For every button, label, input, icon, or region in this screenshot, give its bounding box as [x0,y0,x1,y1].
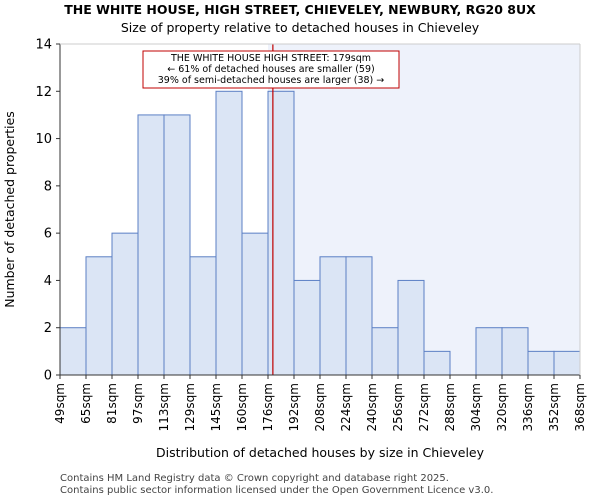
x-tick-label: 81sqm [105,383,119,424]
x-tick-label: 256sqm [391,383,405,431]
y-tick-label: 2 [44,321,52,336]
x-tick-label: 304sqm [469,383,483,431]
bar-208sqm [319,256,347,376]
x-tick-label: 368sqm [573,383,587,431]
x-tick-label: 320sqm [495,383,509,431]
bar-272sqm [423,350,451,376]
x-tick-label: 113sqm [157,383,171,431]
x-tick-label: 224sqm [339,383,353,431]
bar-320sqm [501,327,529,376]
x-axis-label: Distribution of detached houses by size … [156,445,485,460]
bar-224sqm [345,256,373,376]
bar-336sqm [527,350,555,376]
bar-304sqm [475,327,503,376]
x-tick-label: 240sqm [365,383,379,431]
footer-licence: Contains public sector information licen… [60,485,494,496]
x-tick-label: 288sqm [443,383,457,431]
bar-129sqm [189,256,217,376]
x-tick-label: 129sqm [183,383,197,431]
x-tick-label: 352sqm [547,383,561,431]
x-tick-label: 145sqm [209,383,223,431]
bar-49sqm [59,327,87,376]
y-tick-label: 14 [35,38,52,53]
bar-113sqm [163,114,191,376]
chart-subtitle: Size of property relative to detached ho… [120,20,480,35]
bar-145sqm [215,90,243,376]
bar-192sqm [293,279,321,376]
y-tick-label: 10 [35,132,52,147]
annotation-line-3: 39% of semi-detached houses are larger (… [158,75,385,86]
x-tick-label: 192sqm [287,383,301,431]
y-tick-label: 8 [44,179,52,194]
annotation-line-2: ← 61% of detached houses are smaller (59… [167,64,374,75]
bar-65sqm [85,256,113,376]
x-tick-label: 97sqm [131,383,145,424]
bars [59,90,581,376]
x-tick-label: 272sqm [417,383,431,431]
annotation-line-1: THE WHITE HOUSE HIGH STREET: 179sqm [170,53,371,64]
y-axis-label: Number of detached properties [2,111,17,308]
x-ticks: 49sqm 65sqm 81sqm 97sqm 113sqm 129sqm 145sqm 16… [53,375,587,431]
x-tick-label: 208sqm [313,383,327,431]
y-ticks: 0 2 4 6 8 10 12 14 [35,38,60,384]
y-tick-label: 0 [44,369,52,384]
bar-256sqm [397,279,425,376]
bar-160sqm [241,232,269,376]
bar-97sqm [137,114,165,376]
annotation-box [142,50,400,89]
x-tick-label: 160sqm [235,383,249,431]
x-tick-label: 65sqm [79,383,93,424]
footer-copyright: Contains HM Land Registry data © Crown c… [60,473,449,484]
bar-81sqm [111,232,139,376]
chart-title: THE WHITE HOUSE, HIGH STREET, CHIEVELEY,… [64,2,536,17]
y-tick-label: 4 [44,274,52,289]
bar-176sqm [267,90,295,376]
bar-240sqm [371,327,399,376]
x-tick-label: 336sqm [521,383,535,431]
y-tick-label: 12 [35,85,52,100]
bar-352sqm [553,350,581,376]
x-tick-label: 176sqm [261,383,275,431]
x-tick-label: 49sqm [53,383,67,424]
y-tick-label: 6 [44,227,52,242]
